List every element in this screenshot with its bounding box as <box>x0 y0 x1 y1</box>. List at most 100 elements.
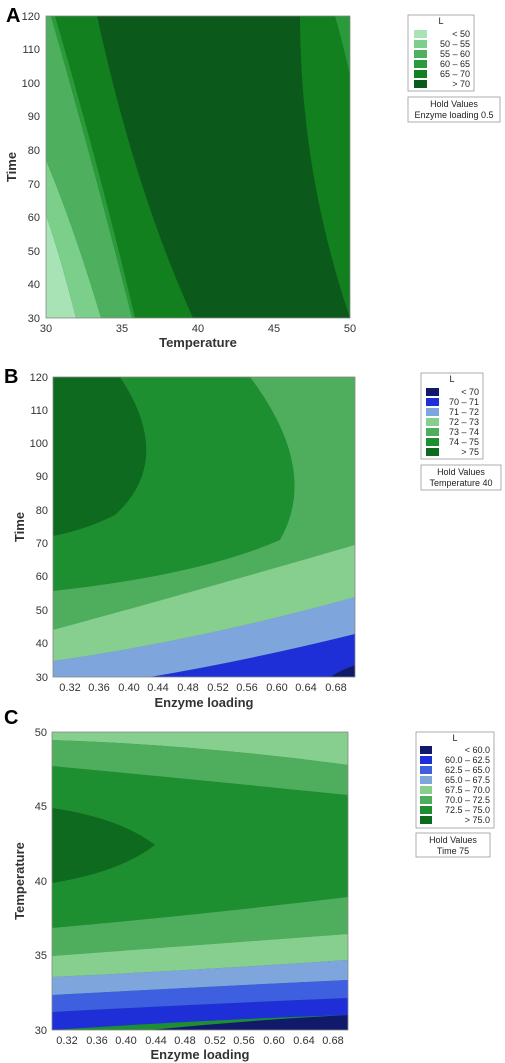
x-axis-title-c: Enzyme loading <box>151 1047 250 1062</box>
y-tick-a-50: 50 <box>28 246 40 258</box>
legend-label-a-4: 65 – 70 <box>440 69 470 79</box>
legend-swatch-c-3 <box>420 776 432 784</box>
legend-swatch-b-2 <box>426 408 439 416</box>
x-tick-b-8: 0.64 <box>295 682 316 694</box>
legend-label-a-0: < 50 <box>452 29 470 39</box>
legend-b: L < 70 70 – 71 71 – 72 72 – 73 73 – 74 7… <box>420 372 502 491</box>
y-tick-a-110: 110 <box>22 44 40 56</box>
contour-region-c-62p5-65 <box>52 980 348 1012</box>
hold-values-box-a <box>407 96 501 123</box>
plot-frame-c <box>51 731 349 1031</box>
hold-values-text-a: Enzyme loading 0.5 <box>414 110 493 120</box>
legend-label-c-7: > 75.0 <box>465 815 490 825</box>
legend-label-c-5: 70.0 – 72.5 <box>445 795 490 805</box>
y-ticks-b: 30 40 50 60 70 80 90 100 110 120 <box>30 372 48 684</box>
legend-label-a-3: 60 – 65 <box>440 59 470 69</box>
contour-region-b-gt75 <box>53 377 147 536</box>
legend-label-a-1: 50 – 55 <box>440 39 470 49</box>
contour-region-b-70-71 <box>150 634 355 677</box>
y-tick-b-80: 80 <box>36 505 48 517</box>
y-axis-title-b: Time <box>12 512 27 542</box>
contour-region-a-gt70 <box>97 16 350 318</box>
y-tick-b-100: 100 <box>30 438 48 450</box>
x-tick-a-40: 40 <box>192 323 204 335</box>
x-tick-b-3: 0.44 <box>147 682 168 694</box>
x-tick-b-5: 0.52 <box>207 682 228 694</box>
contour-plot-c <box>52 732 348 1030</box>
contour-region-b-72-73 <box>53 545 355 661</box>
x-tick-c-6: 0.56 <box>233 1035 254 1047</box>
legend-label-b-6: > 75 <box>461 447 479 457</box>
contour-plot-b <box>53 377 355 677</box>
contour-region-a-60-65 <box>51 16 135 318</box>
legend-label-a-2: 55 – 60 <box>440 49 470 59</box>
legend-label-c-3: 65.0 – 67.5 <box>445 775 490 785</box>
legend-swatch-b-6 <box>426 448 439 456</box>
y-tick-a-70: 70 <box>28 179 40 191</box>
y-tick-b-110: 110 <box>30 405 48 417</box>
legend-label-a-5: > 70 <box>452 79 470 89</box>
y-tick-c-50: 50 <box>35 727 47 739</box>
x-tick-a-45: 45 <box>268 323 280 335</box>
y-ticks-c: 30 35 40 45 50 <box>35 727 47 1037</box>
panel-letter-b: B <box>4 366 18 388</box>
legend-swatch-c-6 <box>420 806 432 814</box>
legend-swatch-c-7 <box>420 816 432 824</box>
x-tick-c-8: 0.64 <box>293 1035 314 1047</box>
hold-values-title-a: Hold Values <box>430 99 478 109</box>
contour-region-b-71-72 <box>53 597 355 677</box>
y-tick-a-30: 30 <box>28 313 40 325</box>
legend-swatch-b-1 <box>426 398 439 406</box>
legend-title-b: L <box>449 374 454 384</box>
x-tick-b-9: 0.68 <box>325 682 346 694</box>
y-tick-a-90: 90 <box>28 111 40 123</box>
legend-label-c-2: 62.5 – 65.0 <box>445 765 490 775</box>
x-tick-c-1: 0.36 <box>86 1035 107 1047</box>
contour-region-c-60-62p5 <box>52 998 348 1030</box>
panel-letter-a: A <box>6 5 20 27</box>
hold-values-box-b <box>420 464 502 491</box>
contour-region-a-50-55 <box>46 160 101 318</box>
y-tick-b-90: 90 <box>36 471 48 483</box>
legend-label-c-1: 60.0 – 62.5 <box>445 755 490 765</box>
x-tick-a-50: 50 <box>344 323 356 335</box>
legend-swatch-a-1 <box>414 40 427 48</box>
legend-swatch-b-3 <box>426 418 439 426</box>
x-tick-b-0: 0.32 <box>59 682 80 694</box>
x-ticks-b: 0.32 0.36 0.40 0.44 0.48 0.52 0.56 0.60 … <box>59 682 346 694</box>
legend-swatch-a-4 <box>414 70 427 78</box>
contour-region-c-65-67p5 <box>52 960 348 995</box>
contour-region-c-lt60 <box>150 1015 348 1030</box>
contour-region-a-lt50 <box>46 215 76 318</box>
legend-swatch-c-2 <box>420 766 432 774</box>
x-tick-a-30: 30 <box>40 323 52 335</box>
contour-region-c-67p5-70-top <box>52 732 348 765</box>
y-tick-a-100: 100 <box>22 78 40 90</box>
legend-swatch-b-4 <box>426 428 439 436</box>
contour-region-c-70-72p5-top <box>52 740 348 795</box>
legend-swatch-b-0 <box>426 388 439 396</box>
legend-label-b-3: 72 – 73 <box>449 417 479 427</box>
legend-swatch-a-0 <box>414 30 427 38</box>
x-tick-b-7: 0.60 <box>266 682 287 694</box>
x-axis-title-a: Temperature <box>159 335 237 350</box>
legend-label-b-1: 70 – 71 <box>449 397 479 407</box>
legend-title-a: L <box>438 16 443 26</box>
hold-values-box-c <box>415 832 491 858</box>
y-tick-b-70: 70 <box>36 538 48 550</box>
x-tick-c-5: 0.52 <box>204 1035 225 1047</box>
y-tick-b-40: 40 <box>36 638 48 650</box>
legend-label-b-5: 74 – 75 <box>449 437 479 447</box>
legend-swatch-c-0 <box>420 746 432 754</box>
legend-box-a <box>407 14 475 92</box>
y-tick-a-120: 120 <box>22 11 40 23</box>
x-ticks-c: 0.32 0.36 0.40 0.44 0.48 0.52 0.56 0.60 … <box>56 1035 343 1047</box>
y-tick-b-120: 120 <box>30 372 48 384</box>
hold-values-text-c: Time 75 <box>437 846 469 856</box>
legend-label-c-6: 72.5 – 75.0 <box>445 805 490 815</box>
x-tick-a-35: 35 <box>116 323 128 335</box>
x-axis-title-b: Enzyme loading <box>155 695 254 710</box>
legend-swatch-a-3 <box>414 60 427 68</box>
y-tick-a-60: 60 <box>28 212 40 224</box>
hold-values-title-c: Hold Values <box>429 835 477 845</box>
